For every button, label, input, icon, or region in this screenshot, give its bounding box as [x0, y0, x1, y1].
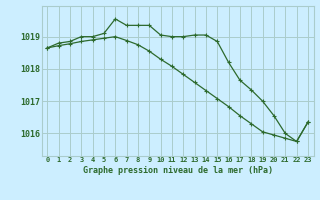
X-axis label: Graphe pression niveau de la mer (hPa): Graphe pression niveau de la mer (hPa) — [83, 166, 273, 175]
